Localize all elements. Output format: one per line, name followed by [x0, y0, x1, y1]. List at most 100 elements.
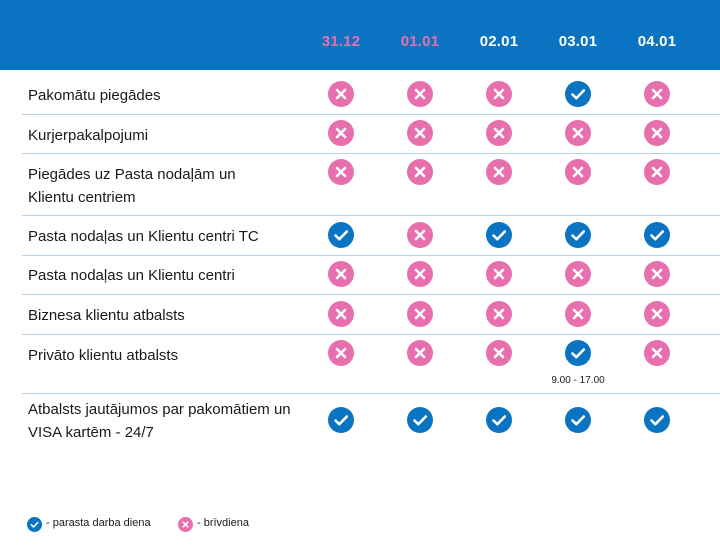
cross-circle-icon	[644, 301, 670, 327]
date-header-1: 01.01	[400, 33, 440, 50]
row-label: Biznesa klientu atbalsts	[28, 307, 185, 324]
cross-circle-icon	[644, 261, 670, 287]
cross-circle-icon	[407, 261, 433, 287]
cross-circle-icon	[328, 261, 354, 287]
cross-circle-icon	[407, 120, 433, 146]
status-cell	[617, 120, 697, 180]
cross-circle-icon	[328, 81, 354, 107]
cross-circle-icon	[565, 120, 591, 146]
status-cell	[459, 120, 539, 180]
status-cell	[538, 301, 618, 361]
cross-circle-icon	[644, 81, 670, 107]
date-header-0: 31.12	[321, 33, 361, 50]
cross-circle-icon	[486, 301, 512, 327]
check-circle-icon	[407, 407, 433, 433]
check-circle-icon	[328, 222, 354, 248]
status-cell	[538, 81, 618, 141]
cross-circle-icon	[407, 81, 433, 107]
status-cell	[380, 407, 460, 467]
cross-circle-icon	[486, 159, 512, 185]
hours-note: 9.00 - 17.00	[551, 375, 605, 386]
cross-circle-icon	[565, 261, 591, 287]
row-label: Atbalsts jautājumos par pakomātiem un VI…	[28, 401, 291, 441]
status-cell	[617, 159, 697, 219]
cross-circle-icon	[486, 120, 512, 146]
status-cell	[301, 261, 381, 321]
status-cell	[617, 81, 697, 141]
row-label: Pasta nodaļas un Klientu centri	[28, 267, 235, 284]
status-cell	[617, 340, 697, 400]
cross-circle-icon	[407, 340, 433, 366]
status-cell	[538, 407, 618, 467]
legend-work-label: - parasta darba diena	[46, 517, 151, 529]
cross-circle-icon	[178, 517, 193, 532]
status-cell	[459, 159, 539, 219]
row-label: Piegādes uz Pasta nodaļām un Klientu cen…	[28, 166, 236, 206]
status-cell: 9.00 - 17.00	[538, 340, 618, 400]
status-cell	[301, 222, 381, 282]
status-cell	[617, 301, 697, 361]
row-label: Privāto klientu atbalsts	[28, 347, 179, 364]
status-cell	[538, 159, 618, 219]
row-divider	[22, 294, 720, 295]
cross-circle-icon	[486, 81, 512, 107]
status-cell	[459, 407, 539, 467]
status-cell	[538, 120, 618, 180]
legend-off-label: - brīvdiena	[197, 517, 249, 529]
cross-circle-icon	[565, 301, 591, 327]
cross-circle-icon	[486, 340, 512, 366]
row-label: Pakomātu piegādes	[28, 87, 161, 104]
row-divider	[22, 114, 720, 115]
cross-circle-icon	[565, 159, 591, 185]
check-circle-icon	[486, 222, 512, 248]
cross-circle-icon	[644, 120, 670, 146]
status-cell	[301, 81, 381, 141]
status-cell	[380, 340, 460, 400]
date-header-3: 03.01	[558, 33, 598, 50]
status-cell	[538, 222, 618, 282]
row-divider	[22, 153, 720, 154]
check-circle-icon	[27, 517, 42, 532]
status-cell	[380, 159, 460, 219]
status-cell	[380, 301, 460, 361]
cross-circle-icon	[328, 159, 354, 185]
status-cell	[380, 120, 460, 180]
check-circle-icon	[565, 407, 591, 433]
status-cell	[301, 407, 381, 467]
check-circle-icon	[644, 222, 670, 248]
status-cell	[301, 301, 381, 361]
check-circle-icon	[328, 407, 354, 433]
cross-circle-icon	[328, 340, 354, 366]
status-cell	[459, 222, 539, 282]
date-header-2: 02.01	[479, 33, 519, 50]
status-cell	[617, 222, 697, 282]
status-cell	[380, 222, 460, 282]
status-cell	[617, 407, 697, 467]
row-label: Kurjerpakalpojumi	[28, 127, 149, 144]
status-cell	[538, 261, 618, 321]
cross-circle-icon	[328, 120, 354, 146]
cross-circle-icon	[486, 261, 512, 287]
status-cell	[301, 340, 381, 400]
cross-circle-icon	[407, 301, 433, 327]
cross-circle-icon	[644, 340, 670, 366]
row-divider	[22, 215, 720, 216]
check-circle-icon	[486, 407, 512, 433]
check-circle-icon	[565, 222, 591, 248]
cross-circle-icon	[407, 159, 433, 185]
status-cell	[301, 159, 381, 219]
header-bar	[0, 0, 720, 70]
check-circle-icon	[565, 340, 591, 366]
date-header-4: 04.01	[637, 33, 677, 50]
check-circle-icon	[565, 81, 591, 107]
cross-circle-icon	[328, 301, 354, 327]
status-cell	[459, 340, 539, 400]
row-divider	[22, 393, 720, 394]
row-label: Pasta nodaļas un Klientu centri TC	[28, 228, 259, 245]
status-cell	[301, 120, 381, 180]
check-circle-icon	[644, 407, 670, 433]
status-cell	[380, 261, 460, 321]
status-cell	[459, 261, 539, 321]
row-divider	[22, 334, 720, 335]
cross-circle-icon	[407, 222, 433, 248]
